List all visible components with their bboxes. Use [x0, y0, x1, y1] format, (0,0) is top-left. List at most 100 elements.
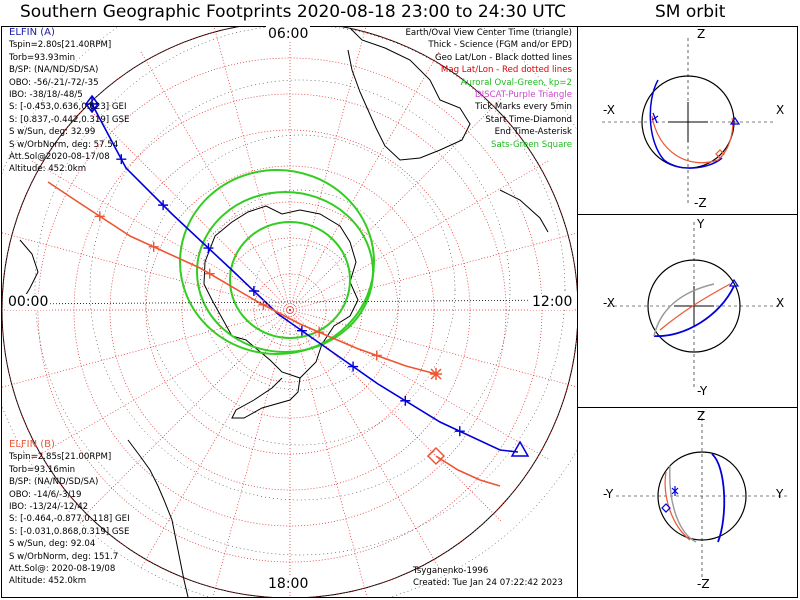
mag-lon-line — [289, 27, 367, 311]
mag-lon-line — [30, 159, 291, 311]
elfin-b-name: ELFIN (B) — [9, 439, 55, 450]
orbit-a-xy — [653, 285, 735, 337]
credits-created: Created: Tue Jan 24 07:22:42 2023 — [413, 578, 563, 589]
elfin-b-info-line: OBO: -14/6/-3/19 — [9, 489, 82, 500]
orbit-panel-xy — [608, 222, 780, 390]
orbit-a-xy-back — [653, 283, 715, 337]
orbit-3-bottom: -Z — [697, 577, 710, 591]
new-zealand-coastline — [499, 189, 549, 233]
elfin-b-tick-marks — [94, 211, 382, 361]
mag-lon-line — [289, 309, 441, 570]
elfin-b-info: ELFIN (B) Tspin=2.85s[21.00RPM] Torb=93.1… — [9, 439, 130, 588]
elfin-a-info-line: IBO: -38/18/-48/5 — [9, 90, 83, 101]
orbit-1-right: X — [776, 103, 785, 117]
elfin-a-info-line: OBO: -56/-21/-72/-35 — [9, 77, 99, 88]
orbit-1-bottom: -Z — [694, 196, 707, 210]
legend: Earth/Oval View Center Time (triangle) Th… — [405, 27, 572, 151]
track-tick — [148, 241, 159, 252]
orbit-panel-yz — [616, 412, 788, 580]
mag-lon-line — [139, 309, 291, 570]
clock-label-bottom: 18:00 — [266, 576, 311, 592]
mag-lon-line — [289, 159, 550, 311]
auroral-oval — [179, 169, 375, 355]
orbit-panel-xz — [602, 38, 774, 206]
track-tick — [258, 299, 269, 310]
elfin-b-start-diamond — [426, 446, 446, 466]
elfin-a-info-line: B/SP: (NA/ND/SD/SA) — [9, 65, 99, 76]
geo-lat-circle — [89, 79, 511, 501]
track-tick — [116, 154, 127, 165]
elfin-a-info-line: S w/Sun, deg: 32.99 — [9, 127, 96, 138]
mag-grid — [2, 27, 577, 597]
elfin-a-name: ELFIN (A) — [9, 27, 55, 38]
orbit-title: SM orbit — [655, 2, 726, 22]
mag-lon-line — [77, 309, 291, 523]
geo-lat-circle — [254, 244, 346, 336]
legend-item: Sats-Green Square — [491, 139, 572, 150]
legend-item: Start Time-Diamond — [485, 114, 572, 125]
africa-coastline — [19, 239, 39, 299]
legend-item: Thick - Science (FGM and/or EPD) — [428, 40, 572, 51]
elfin-b-info-line: S: [-0.464,-0.877,0.118] GEI — [9, 514, 130, 525]
elfin-a-info-line: S: [0.837,-0.442,0.319] GSE — [9, 114, 130, 125]
elfin-b-info-line: Altitude: 452.0km — [9, 576, 87, 587]
noon-midnight-line — [19, 299, 561, 305]
legend-item: Mag Lat/Lon - Red dotted lines — [440, 65, 572, 76]
elfin-b-info-line: Tspin=2.85s[21.00RPM] — [9, 452, 112, 463]
orbit-a-xz — [649, 79, 723, 169]
elfin-b-info-line: S w/OrbNorm, deg: 151.7 — [9, 551, 119, 562]
geo-lat-circle — [34, 27, 566, 556]
mag-lon-line — [289, 309, 577, 388]
legend-item: Tick Marks every 5min — [475, 102, 572, 113]
track-tick — [400, 395, 411, 406]
elfin-a-start-marker — [85, 94, 99, 114]
orbit-3-right: Y — [776, 487, 784, 501]
elfin-b-info-line: B/SP: (NA/ND/SD/SA) — [9, 477, 99, 488]
orbit-frame-3 — [577, 407, 798, 598]
track-tick — [348, 361, 359, 372]
mag-lon-line — [77, 97, 291, 311]
track-tick — [314, 327, 325, 338]
elfin-a-info: ELFIN (A) Tspin=2.80s[21.40RPM] Torb=93.9… — [9, 27, 129, 176]
orbit-1-top: Z — [697, 27, 706, 41]
track-tick — [454, 426, 465, 437]
elfin-b-info-line: IBO: -13/24/-12/42 — [9, 502, 89, 513]
track-tick — [203, 243, 214, 254]
elfin-b-info-line: S: [-0.031,0.868,0.319] GSE — [9, 526, 130, 537]
elfin-a-end-marker — [510, 440, 530, 457]
orbit-frame-2 — [577, 214, 798, 408]
elfin-a-info-line: Tspin=2.80s[21.40RPM] — [9, 40, 112, 51]
orbit-a-yz — [711, 453, 726, 543]
orbit-3-top: Z — [697, 409, 706, 423]
clock-label-left: 00:00 — [6, 294, 51, 310]
mag-lon-line — [213, 27, 291, 311]
track-tick — [371, 350, 382, 361]
track-tick — [158, 200, 169, 211]
orbit-2-left: -X — [603, 296, 615, 310]
elfin-a-info-line: S: [-0.453,0.636,0.623] GEI — [9, 102, 127, 113]
mag-lon-line — [289, 309, 368, 597]
auroral-oval-outer — [179, 169, 375, 355]
mag-lon-line — [289, 309, 503, 523]
orbit-1-left: -X — [603, 103, 615, 117]
orbit-2-top: Y — [697, 217, 705, 231]
elfin-b-track — [47, 181, 437, 375]
mag-lon-line — [289, 97, 503, 311]
legend-item: Geo Lat/Lon - Black dotted lines — [434, 52, 572, 63]
legend-item: DISCAT-Purple Triangle — [474, 90, 572, 101]
auroral-oval-inner — [196, 191, 374, 353]
mag-lon-line — [2, 309, 291, 388]
elfin-a-info-line: Altitude: 452.0km — [9, 164, 87, 175]
mag-lon-line — [139, 50, 291, 311]
south-america-coastline — [127, 439, 189, 597]
geo-lat-circle — [199, 189, 401, 391]
legend-item: End Time-Asterisk — [494, 127, 572, 138]
orbit-b-xy — [659, 283, 731, 331]
australia-coastline — [347, 27, 471, 161]
track-tick — [296, 325, 307, 336]
mag-lon-line — [289, 50, 441, 311]
track-tick — [204, 268, 215, 279]
clock-label-right: 12:00 — [530, 294, 575, 310]
mag-lon-line — [2, 232, 291, 311]
